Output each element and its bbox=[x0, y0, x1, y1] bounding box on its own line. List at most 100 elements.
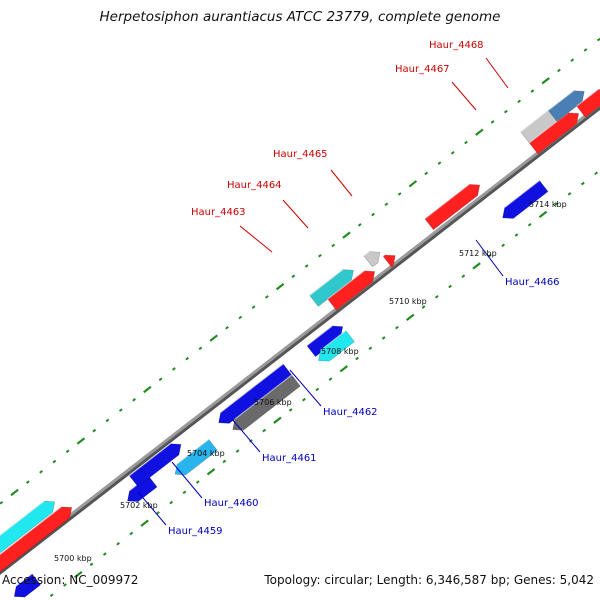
gene-label-haur-4466[interactable]: Haur_4466 bbox=[505, 277, 560, 288]
gene-haur-4465-highlight bbox=[424, 183, 470, 220]
tick-lower-37 bbox=[501, 243, 506, 248]
scale-label-5712: 5712 kbp bbox=[459, 249, 497, 258]
tick-lower-35 bbox=[472, 262, 481, 270]
tick-lower-7 bbox=[102, 552, 107, 556]
tick-lower-13 bbox=[182, 490, 187, 495]
leader-haur-4468 bbox=[485, 57, 509, 89]
tick-upper-46 bbox=[557, 68, 561, 73]
leader-haur-4466 bbox=[475, 239, 504, 277]
tick-upper-31 bbox=[357, 223, 362, 227]
gene-blue-edge-highlight bbox=[15, 573, 33, 587]
tick-lower-23 bbox=[315, 387, 320, 392]
tick-lower-24 bbox=[328, 377, 333, 381]
tick-upper-20 bbox=[209, 334, 218, 342]
tick-upper-18 bbox=[185, 356, 190, 361]
tick-lower-28 bbox=[381, 336, 386, 340]
genome-stats: Topology: circular; Length: 6,346,587 bp… bbox=[264, 573, 594, 587]
tick-upper-7 bbox=[39, 470, 43, 474]
tick-upper-6 bbox=[25, 480, 30, 484]
leader-haur-4464 bbox=[282, 199, 309, 229]
gene-blue-haur-4459-highlight bbox=[128, 443, 171, 477]
tick-lower-25 bbox=[339, 365, 349, 373]
scale-label-5700: 5700 kbp bbox=[54, 554, 92, 563]
tick-lower-4 bbox=[63, 583, 67, 587]
tick-lower-43 bbox=[580, 181, 585, 186]
tick-upper-19 bbox=[198, 346, 203, 351]
tick-lower-16 bbox=[222, 459, 227, 464]
gene-label-haur-4464[interactable]: Haur_4464 bbox=[227, 180, 282, 191]
tick-lower-8 bbox=[116, 541, 120, 546]
tick-lower-32 bbox=[434, 294, 439, 299]
gene-label-haur-4459[interactable]: Haur_4459 bbox=[168, 526, 223, 537]
tick-lower-21 bbox=[288, 408, 293, 412]
tick-upper-22 bbox=[238, 315, 243, 320]
tick-upper-5 bbox=[10, 488, 19, 497]
tick-lower-42 bbox=[567, 192, 572, 196]
tick-upper-28 bbox=[318, 253, 322, 258]
tick-lower-39 bbox=[527, 222, 532, 227]
tick-upper-37 bbox=[437, 161, 442, 165]
leader-haur-4465 bbox=[330, 169, 353, 197]
tick-lower-17 bbox=[235, 449, 240, 453]
tick-upper-42 bbox=[503, 109, 508, 114]
tick-upper-39 bbox=[464, 140, 468, 145]
gene-red-4468-highlight bbox=[576, 89, 599, 107]
tick-upper-9 bbox=[65, 449, 70, 454]
tick-upper-11 bbox=[92, 428, 97, 433]
tick-upper-29 bbox=[331, 243, 336, 248]
tick-upper-41 bbox=[490, 120, 495, 124]
gene-label-haur-4461[interactable]: Haur_4461 bbox=[262, 453, 317, 464]
tick-upper-24 bbox=[264, 295, 269, 299]
tick-upper-38 bbox=[450, 151, 455, 155]
gene-red-left-highlight bbox=[0, 506, 62, 556]
tick-upper-48 bbox=[583, 48, 588, 52]
tick-lower-20 bbox=[273, 416, 282, 424]
leader-haur-4460 bbox=[171, 461, 203, 499]
tick-upper-34 bbox=[397, 192, 402, 196]
gene-red-4464-highlight bbox=[382, 254, 385, 257]
scale-label-5710: 5710 kbp bbox=[389, 297, 427, 306]
gene-haur-4468-highlight bbox=[547, 90, 575, 111]
tick-upper-8 bbox=[52, 459, 57, 464]
backbone-shadow bbox=[0, 104, 600, 576]
leader-haur-4463 bbox=[239, 225, 273, 253]
tick-upper-44 bbox=[530, 89, 535, 93]
gene-label-haur-4468[interactable]: Haur_4468 bbox=[429, 40, 484, 51]
scale-label-5714: 5714 kbp bbox=[529, 200, 567, 209]
tick-upper-14 bbox=[132, 398, 136, 402]
gene-haur-4462-highlight bbox=[320, 330, 347, 351]
tick-upper-13 bbox=[118, 408, 123, 412]
tick-upper-36 bbox=[424, 171, 429, 176]
gene-features bbox=[0, 89, 600, 598]
tick-upper-26 bbox=[291, 274, 296, 279]
label-leaders bbox=[137, 57, 509, 526]
gene-haur-4463-highlight bbox=[309, 269, 344, 296]
leader-haur-4461 bbox=[231, 418, 261, 453]
tick-lower-27 bbox=[368, 346, 373, 350]
tick-lower-14 bbox=[195, 480, 200, 484]
gene-red-4463-highlight bbox=[327, 270, 365, 300]
gene-label-haur-4467[interactable]: Haur_4467 bbox=[395, 64, 450, 75]
tick-lower-3 bbox=[49, 593, 54, 597]
tick-upper-33 bbox=[384, 202, 389, 207]
gene-label-haur-4465[interactable]: Haur_4465 bbox=[273, 149, 328, 160]
tick-lower-9 bbox=[129, 531, 134, 536]
tick-lower-31 bbox=[421, 305, 426, 309]
tick-lower-22 bbox=[302, 397, 306, 402]
gene-label-haur-4460[interactable]: Haur_4460 bbox=[204, 498, 259, 509]
tick-upper-15 bbox=[143, 385, 152, 394]
tick-upper-27 bbox=[304, 264, 309, 268]
tick-upper-21 bbox=[225, 326, 229, 330]
scale-label-5706: 5706 kbp bbox=[254, 398, 292, 407]
tick-lower-34 bbox=[461, 274, 466, 278]
tick-lower-30 bbox=[405, 313, 415, 321]
gene-label-haur-4463[interactable]: Haur_4463 bbox=[191, 207, 246, 218]
gene-label-haur-4462[interactable]: Haur_4462 bbox=[323, 407, 378, 418]
tick-lower-38 bbox=[514, 233, 519, 237]
gene-red-4464 bbox=[382, 254, 396, 268]
tick-lower-5 bbox=[74, 571, 83, 579]
tick-lower-10 bbox=[140, 519, 149, 527]
